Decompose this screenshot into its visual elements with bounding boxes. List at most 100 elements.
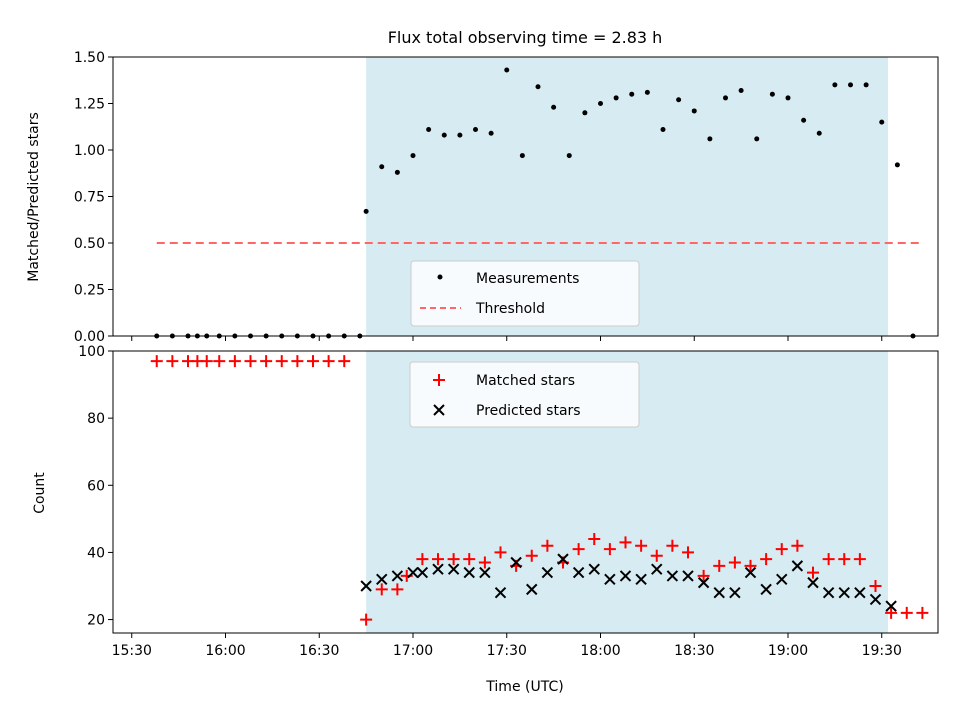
x-tick-label: 19:00 [768, 643, 808, 659]
matched-star-point [307, 355, 319, 368]
predicted-star-point [376, 573, 388, 585]
predicted-star-point [479, 566, 491, 579]
top-y-tick-label: 0.25 [74, 283, 105, 299]
matched-star-point [447, 553, 460, 566]
matched-star-point [360, 613, 373, 626]
matched-star-point [525, 549, 538, 562]
predicted-star-point [463, 566, 475, 579]
measurement-point [504, 67, 510, 73]
x-tick-label: 19:30 [862, 643, 902, 659]
measurement-point [410, 153, 416, 159]
matched-star-point [150, 355, 163, 368]
x-tick-label: 18:30 [674, 643, 714, 659]
measurement-point [894, 162, 900, 168]
top-y-ticks: 0.00 0.25 0.50 0.75 1.00 1.25 1.50 [74, 50, 113, 345]
legend-matched-label: Matched stars [476, 373, 575, 389]
predicted-star-point [744, 566, 757, 579]
legend-threshold-label: Threshold [475, 301, 545, 317]
top-y-tick-label: 1.50 [74, 50, 105, 66]
bottom-y-ticks: 20 40 60 80 100 [78, 344, 113, 629]
predicted-star-point [791, 560, 804, 572]
predicted-star-point [822, 587, 835, 599]
predicted-star-point [682, 570, 694, 582]
top-panel: 0.00 0.25 0.50 0.75 1.00 1.25 1.50 Matched/Pre… [26, 50, 939, 345]
matched-star-point [391, 583, 404, 596]
matched-star-point [822, 553, 835, 566]
matched-star-point [603, 543, 616, 556]
matched-star-point [588, 533, 601, 545]
matched-star-point [713, 559, 726, 572]
measurement-point [738, 87, 744, 93]
x-tick-label: 17:30 [487, 643, 527, 659]
matched-star-point [760, 553, 773, 566]
matched-star-point [885, 606, 898, 619]
matched-star-point [322, 355, 335, 368]
matched-star-point [244, 355, 257, 368]
top-legend-box [410, 260, 640, 327]
predicted-star-point [776, 573, 788, 585]
measurement-point [379, 164, 385, 170]
measurement-point [441, 132, 447, 138]
predicted-star-point [391, 570, 404, 582]
matched-star-point [416, 553, 429, 566]
measurement-point [426, 127, 432, 133]
legend-predicted-label: Predicted stars [476, 403, 581, 419]
measurement-point [473, 127, 478, 133]
top-y-tick-label: 0.00 [74, 329, 105, 345]
matched-star-point [478, 556, 491, 569]
measurement-point [848, 82, 853, 88]
x-tick-label: 17:00 [393, 643, 433, 659]
x-tick-label: 15:30 [112, 643, 152, 659]
matched-star-point [338, 355, 351, 368]
bottom-legend-box [409, 361, 640, 428]
top-x-ticks [131, 336, 883, 341]
x-axis-label: Time (UTC) [485, 679, 563, 695]
predicted-star-point [838, 587, 850, 599]
predicted-star-point [604, 573, 616, 585]
matched-star-point [291, 355, 304, 368]
bottom-axes-frame [112, 350, 939, 634]
legend-matched-marker [433, 374, 445, 386]
measurement-point [879, 119, 885, 125]
top-y-tick-label: 1.25 [74, 97, 105, 113]
measurement-point [613, 95, 619, 101]
predicted-star-point [651, 563, 663, 575]
bottom-y-tick-label: 80 [87, 411, 105, 427]
measurement-point [551, 104, 557, 110]
matched-star-point [375, 583, 388, 596]
x-tick-label: 18:00 [580, 643, 620, 659]
predicted-star-point [541, 566, 554, 579]
measurement-point [832, 82, 838, 88]
matched-star-point [682, 546, 694, 559]
chart-title: Flux total observing time = 2.83 h [388, 28, 663, 47]
matched-star-point [744, 559, 757, 572]
measurement-point [535, 84, 541, 90]
bottom-panel: 20 40 60 80 100 15:30 16:00 16:30 17:00 17:30 18:… [32, 344, 939, 695]
matched-star-point [650, 549, 663, 562]
predicted-star-point [557, 553, 569, 565]
bottom-y-tick-label: 20 [87, 613, 105, 629]
predicted-star-point [885, 600, 897, 612]
matched-star-point [213, 355, 226, 368]
measurement-point [754, 136, 760, 142]
top-y-tick-label: 0.75 [74, 190, 105, 206]
matched-star-point [666, 539, 679, 552]
measurement-point [488, 130, 494, 136]
predicted-star-point [494, 587, 507, 599]
measurement-point [644, 89, 650, 95]
top-y-tick-label: 1.00 [74, 143, 105, 159]
measurement-point [598, 101, 603, 106]
predicted-star-point [588, 563, 600, 575]
legend-measurements-label: Measurements [476, 271, 579, 287]
x-tick-label: 16:30 [299, 643, 339, 659]
predicted-star-point [760, 583, 772, 596]
matched-star-point [260, 355, 273, 368]
measurement-point [457, 132, 463, 138]
matched-star-point [200, 355, 213, 368]
matched-star-point [228, 355, 241, 368]
bottom-legend: Matched stars Predicted stars [409, 361, 640, 428]
measurement-point [816, 130, 822, 136]
predicted-star-point [407, 566, 419, 579]
predicted-star-point [360, 580, 372, 592]
bottom-y-tick-label: 60 [87, 478, 105, 494]
